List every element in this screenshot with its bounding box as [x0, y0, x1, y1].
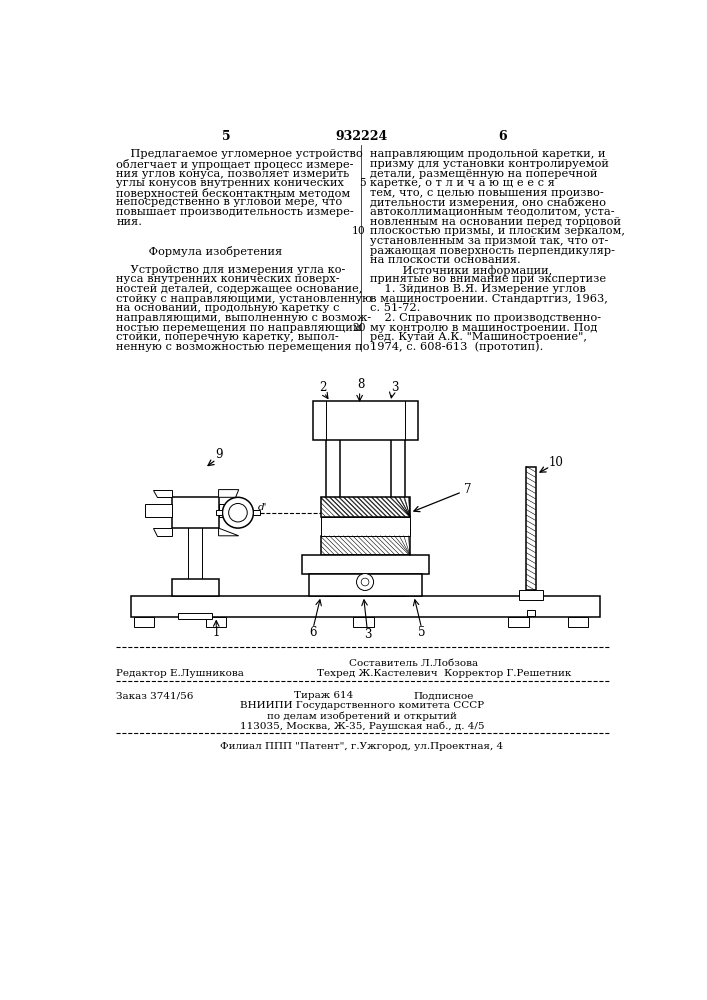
- Text: детали, размещённую на поперечной: детали, размещённую на поперечной: [370, 169, 597, 179]
- Text: ния.: ния.: [116, 217, 142, 227]
- Text: призму для установки контролируемой: призму для установки контролируемой: [370, 159, 609, 169]
- Bar: [216, 510, 223, 515]
- Text: стойку с направляющими, установленную: стойку с направляющими, установленную: [116, 294, 373, 304]
- Text: ред. Кутай А.К. "Машиностроение",: ред. Кутай А.К. "Машиностроение",: [370, 332, 587, 342]
- Bar: [178, 613, 212, 619]
- Text: ния углов конуса, позволяет измерить: ния углов конуса, позволяет измерить: [116, 169, 349, 179]
- Text: 9: 9: [215, 448, 222, 461]
- Text: плоскостью призмы, и плоским зеркалом,: плоскостью призмы, и плоским зеркалом,: [370, 226, 625, 236]
- Text: Составитель Л.Лобзова: Составитель Л.Лобзова: [349, 659, 479, 668]
- Text: направляющим продольной каретки, и: направляющим продольной каретки, и: [370, 149, 605, 159]
- Text: стойки, поперечную каретку, выпол-: стойки, поперечную каретку, выпол-: [116, 332, 339, 342]
- Text: Филиал ППП "Патент", г.Ужгород, ул.Проектная, 4: Филиал ППП "Патент", г.Ужгород, ул.Проек…: [221, 742, 503, 751]
- Text: Формула изобретения: Формула изобретения: [116, 246, 283, 257]
- Text: 5: 5: [222, 130, 230, 143]
- Circle shape: [361, 578, 369, 586]
- Text: с. 51-72.: с. 51-72.: [370, 303, 420, 313]
- Text: 20: 20: [352, 323, 366, 333]
- Polygon shape: [218, 490, 239, 497]
- Text: 6: 6: [310, 626, 317, 639]
- Bar: [527, 610, 534, 616]
- Text: принятые во внимание при экспертизе: принятые во внимание при экспертизе: [370, 274, 606, 284]
- Text: Редактор Е.Лушникова: Редактор Е.Лушникова: [115, 669, 243, 678]
- Text: ражающая поверхность перпендикуляр-: ражающая поверхность перпендикуляр-: [370, 246, 614, 256]
- Text: новленным на основании перед торцовой: новленным на основании перед торцовой: [370, 217, 621, 227]
- Text: поверхностей бесконтактным методом: поверхностей бесконтактным методом: [116, 188, 351, 199]
- Polygon shape: [218, 528, 239, 536]
- Text: Предлагаемое угломерное устройство: Предлагаемое угломерное устройство: [116, 149, 363, 159]
- Text: 932224: 932224: [336, 130, 388, 143]
- Text: 3: 3: [391, 381, 398, 394]
- Text: ненную с возможностью перемещения по: ненную с возможностью перемещения по: [116, 342, 370, 352]
- Text: 8: 8: [358, 378, 365, 391]
- Text: 10: 10: [352, 226, 366, 236]
- Text: углы конусов внутренних конических: углы конусов внутренних конических: [116, 178, 344, 188]
- Text: 2. Справочник по производственно-: 2. Справочник по производственно-: [370, 313, 601, 323]
- Bar: [526, 466, 535, 590]
- Text: по делам изобретений и открытий: по делам изобретений и открытий: [267, 711, 457, 721]
- Bar: [172, 579, 218, 596]
- Circle shape: [223, 497, 253, 528]
- Text: d': d': [258, 503, 267, 512]
- Bar: [354, 617, 373, 627]
- Text: на плоскости основания.: на плоскости основания.: [370, 255, 520, 265]
- Bar: [321, 497, 410, 517]
- Bar: [172, 497, 218, 528]
- Text: 5: 5: [359, 178, 366, 188]
- Text: 6: 6: [498, 130, 508, 143]
- Text: 1. Зйдинов В.Я. Измерение углов: 1. Зйдинов В.Я. Измерение углов: [370, 284, 585, 294]
- Text: ВНИИПИ Государственного комитета СССР: ВНИИПИ Государственного комитета СССР: [240, 701, 484, 710]
- Bar: [313, 401, 418, 440]
- Text: направляющими, выполненную с возмож-: направляющими, выполненную с возмож-: [116, 313, 371, 323]
- Text: 113035, Москва, Ж-35, Раушская наб., д. 4/5: 113035, Москва, Ж-35, Раушская наб., д. …: [240, 721, 484, 731]
- Text: Устройство для измерения угла ко-: Устройство для измерения угла ко-: [116, 265, 346, 275]
- Text: 2: 2: [319, 381, 326, 394]
- Text: облегчает и упрощает процесс измере-: облегчает и упрощает процесс измере-: [116, 159, 354, 170]
- Circle shape: [356, 574, 373, 590]
- Bar: [145, 504, 172, 517]
- Polygon shape: [153, 528, 172, 536]
- Text: Техред Ж.Кастелевич  Корректор Г.Решетник: Техред Ж.Кастелевич Корректор Г.Решетник: [317, 669, 571, 678]
- Text: каретке, о т л и ч а ю щ е е с я: каретке, о т л и ч а ю щ е е с я: [370, 178, 554, 188]
- Text: 1974, с. 608-613  (прототип).: 1974, с. 608-613 (прототип).: [370, 342, 543, 352]
- Bar: [309, 574, 421, 596]
- Text: Подписное: Подписное: [414, 691, 474, 700]
- Bar: [206, 617, 226, 627]
- Polygon shape: [153, 490, 172, 497]
- Text: нуса внутренних конических поверх-: нуса внутренних конических поверх-: [116, 274, 340, 284]
- Text: 10: 10: [548, 456, 563, 469]
- Text: 7: 7: [464, 483, 472, 496]
- Bar: [301, 555, 429, 574]
- Bar: [321, 517, 410, 536]
- Bar: [131, 596, 600, 617]
- Text: установленным за призмой так, что от-: установленным за призмой так, что от-: [370, 236, 608, 246]
- Text: 3: 3: [363, 628, 371, 641]
- Bar: [568, 617, 588, 627]
- Text: на основании, продольную каретку с: на основании, продольную каретку с: [116, 303, 339, 313]
- Bar: [218, 504, 246, 517]
- Circle shape: [228, 503, 247, 522]
- Bar: [327, 413, 340, 596]
- Text: тем, что, с целью повышения произво-: тем, что, с целью повышения произво-: [370, 188, 604, 198]
- Bar: [253, 510, 259, 515]
- Text: непосредственно в угловой мере, что: непосредственно в угловой мере, что: [116, 197, 342, 207]
- Text: Заказ 3741/56: Заказ 3741/56: [115, 691, 193, 700]
- Text: ностью перемещения по направляющим: ностью перемещения по направляющим: [116, 323, 362, 333]
- Bar: [391, 413, 404, 596]
- Text: повышает производительность измере-: повышает производительность измере-: [116, 207, 354, 217]
- Bar: [321, 536, 410, 555]
- Text: 1: 1: [213, 626, 220, 639]
- Text: в машиностроении. Стандартгиз, 1963,: в машиностроении. Стандартгиз, 1963,: [370, 294, 607, 304]
- Bar: [508, 617, 529, 627]
- Text: 5: 5: [418, 626, 426, 639]
- Text: автоколлимационным теодолитом, уста-: автоколлимационным теодолитом, уста-: [370, 207, 614, 217]
- Text: ностей деталей, содержащее основание,: ностей деталей, содержащее основание,: [116, 284, 363, 294]
- Bar: [518, 590, 543, 600]
- Text: дительности измерения, оно снабжено: дительности измерения, оно снабжено: [370, 197, 606, 208]
- Bar: [134, 617, 154, 627]
- Text: Источники информации,: Источники информации,: [370, 265, 552, 276]
- Bar: [188, 520, 202, 590]
- Text: Тираж 614: Тираж 614: [293, 691, 353, 700]
- Text: му контролю в машиностроении. Под: му контролю в машиностроении. Под: [370, 323, 597, 333]
